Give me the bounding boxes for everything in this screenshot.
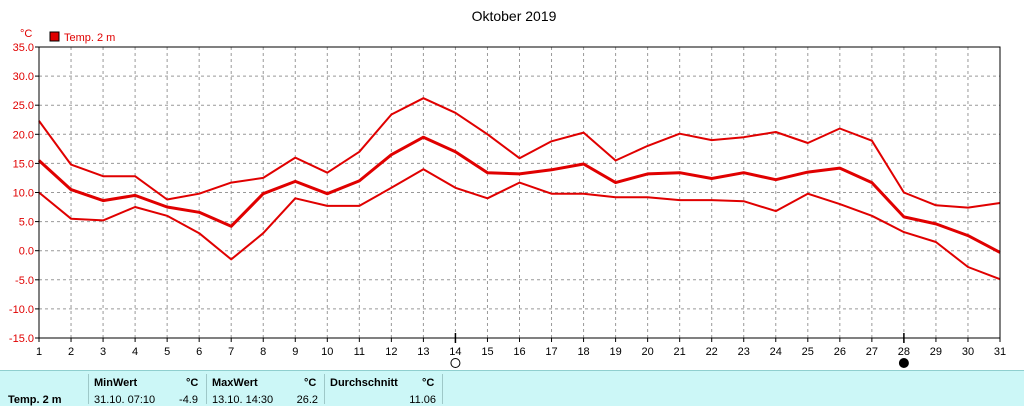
x-tick-label: 18: [577, 346, 589, 358]
separator: [206, 374, 207, 404]
x-tick-label: 7: [228, 346, 234, 358]
avg-value: 11.06: [409, 394, 436, 406]
x-tick-label: 13: [417, 346, 429, 358]
x-tick-label: 17: [545, 346, 557, 358]
grid: [39, 47, 1000, 338]
moon-phases: [450, 333, 909, 368]
max-value: 26.2: [296, 394, 318, 406]
y-tick-label: 30.0: [13, 71, 34, 83]
y-tick-label: 5.0: [19, 217, 34, 229]
x-tick-label: 30: [962, 346, 974, 358]
y-tick-label: 20.0: [13, 129, 34, 141]
row-label-cell: Temp. 2 m: [0, 371, 86, 407]
x-tick-label: 6: [196, 346, 202, 358]
x-tick-label: 5: [164, 346, 170, 358]
x-tick-label: 12: [385, 346, 397, 358]
x-tick-label: 27: [866, 346, 878, 358]
x-tick-label: 22: [706, 346, 718, 358]
x-tick-label: 20: [642, 346, 654, 358]
x-tick-label: 19: [609, 346, 621, 358]
new-moon-icon: [898, 358, 909, 368]
y-tick-label: -5.0: [15, 275, 34, 287]
x-tick-label: 10: [321, 346, 333, 358]
chart-title: Oktober 2019: [472, 8, 557, 24]
max-cell: MaxWert °C 13.10. 14:30 26.2: [208, 371, 322, 407]
y-tick-label: 10.0: [13, 188, 34, 200]
max-label: MaxWert: [212, 377, 258, 389]
max-unit: °C: [304, 377, 317, 389]
x-tick-label: 11: [354, 346, 365, 358]
y-tick-label: 35.0: [13, 42, 34, 54]
x-tick-label: 23: [738, 346, 750, 358]
x-tick-label: 28: [898, 346, 910, 358]
min-unit: °C: [186, 377, 199, 389]
legend-label: Temp. 2 m: [64, 32, 115, 44]
temperature-chart: Oktober 2019 °C Temp. 2 m -15.0 -10.0 -5.0…: [9, 8, 1006, 368]
x-tick-label: 26: [834, 346, 846, 358]
x-tick-label: 3: [100, 346, 106, 358]
series-line-max: [38, 97, 1001, 209]
statistics-bar: Temp. 2 m MinWert °C 31.10. 07:10 -4.9 M…: [0, 370, 1024, 406]
avg-label: Durchschnitt: [330, 377, 398, 389]
y-axis: -15.0 -10.0 -5.0 0.0 5.0 10.0 15.0 20.0 25.0 30.0…: [9, 42, 39, 345]
y-tick-label: -10.0: [9, 304, 34, 316]
y-tick-label: 0.0: [19, 246, 34, 258]
y-tick-label: 15.0: [13, 158, 34, 170]
separator: [324, 374, 325, 404]
x-tick-label: 9: [292, 346, 298, 358]
x-tick-label: 21: [674, 346, 686, 358]
avg-cell: Durchschnitt °C 11.06: [326, 371, 440, 407]
min-datetime: 31.10. 07:10: [94, 394, 156, 406]
x-tick-label: 1: [36, 346, 42, 358]
x-axis: 1 2 3 4 5 6 7 8 9 10 11 12 13 14 15 16 17 18 19 20 21 22 23 24 2…: [36, 338, 1006, 358]
separator: [88, 374, 89, 404]
y-tick-label: -15.0: [9, 333, 34, 345]
x-tick-label: 4: [132, 346, 138, 358]
x-tick-label: 8: [260, 346, 266, 358]
x-tick-label: 29: [930, 346, 942, 358]
max-datetime: 13.10. 14:30: [212, 394, 274, 406]
avg-unit: °C: [422, 377, 435, 389]
x-tick-label: 16: [513, 346, 525, 358]
min-cell: MinWert °C 31.10. 07:10 -4.9: [90, 371, 204, 407]
legend-swatch: [49, 31, 60, 42]
series-lines: [37, 97, 1001, 281]
x-tick-label: 14: [449, 346, 461, 358]
y-axis-unit: °C: [20, 28, 32, 40]
separator: [442, 374, 443, 404]
x-tick-label: 15: [481, 346, 493, 358]
min-value: -4.9: [179, 394, 198, 406]
y-tick-label: 25.0: [13, 100, 34, 112]
x-tick-label: 24: [770, 346, 782, 358]
x-tick-label: 31: [994, 346, 1006, 358]
row-label: Temp. 2 m: [8, 394, 62, 406]
series-line-mean: [37, 135, 1001, 254]
min-label: MinWert: [94, 377, 138, 389]
plot-frame: [38, 46, 1001, 339]
x-tick-label: 2: [68, 346, 74, 358]
full-moon-icon: [450, 358, 461, 368]
x-tick-label: 25: [802, 346, 814, 358]
series-line-min: [38, 168, 1001, 281]
